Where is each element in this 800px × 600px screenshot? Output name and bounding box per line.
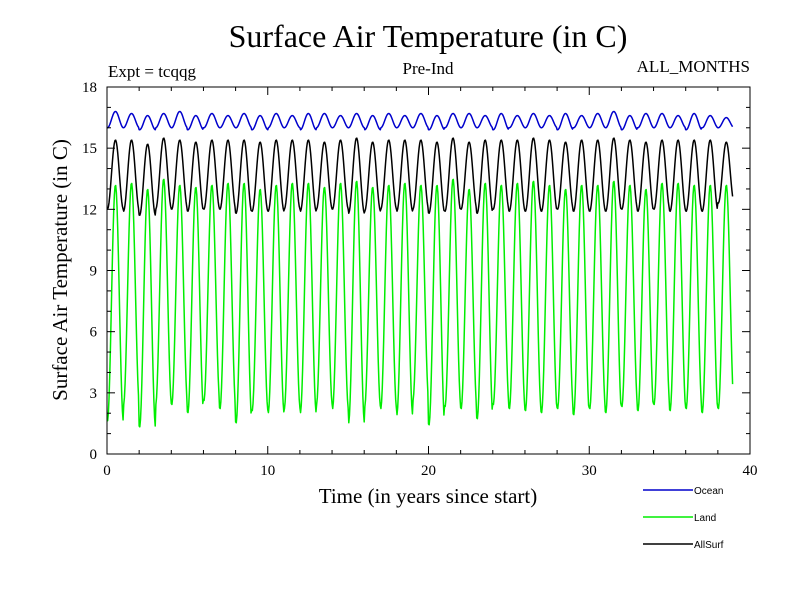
x-tick-label: 10 xyxy=(260,463,275,479)
months-label: ALL_MONTHS xyxy=(637,57,750,76)
y-axis-label: Surface Air Temperature (in C) xyxy=(48,139,72,401)
series-line-allsurf xyxy=(106,137,734,216)
y-tick-labels: 0 3 6 9 12 15 18 xyxy=(82,80,98,463)
plot-series xyxy=(106,110,734,428)
legend: Ocean Land AllSurf xyxy=(643,486,724,551)
y-tick-label: 15 xyxy=(82,141,97,157)
x-tick-label: 0 xyxy=(103,463,111,479)
chart-title: Surface Air Temperature (in C) xyxy=(229,18,628,54)
x-tick-labels: 0 10 20 30 40 xyxy=(103,463,757,479)
y-tick-label: 12 xyxy=(82,202,97,218)
legend-label-land: Land xyxy=(694,513,716,524)
x-tick-label: 40 xyxy=(743,463,758,479)
axis-ticks xyxy=(106,86,751,455)
series-line-ocean xyxy=(106,110,734,131)
run-label: Pre-Ind xyxy=(403,59,454,78)
x-tick-label: 30 xyxy=(582,463,597,479)
y-tick-label: 0 xyxy=(90,447,98,463)
x-tick-label: 20 xyxy=(421,463,436,479)
legend-label-allsurf: AllSurf xyxy=(694,540,724,551)
experiment-label: Expt = tcqqg xyxy=(108,62,196,81)
series-line-land xyxy=(106,178,734,428)
x-axis-label: Time (in years since start) xyxy=(319,484,538,508)
y-tick-label: 6 xyxy=(90,325,98,341)
y-tick-label: 9 xyxy=(90,264,98,280)
legend-label-ocean: Ocean xyxy=(694,486,723,497)
y-tick-label: 18 xyxy=(82,80,97,96)
y-tick-label: 3 xyxy=(90,386,98,402)
